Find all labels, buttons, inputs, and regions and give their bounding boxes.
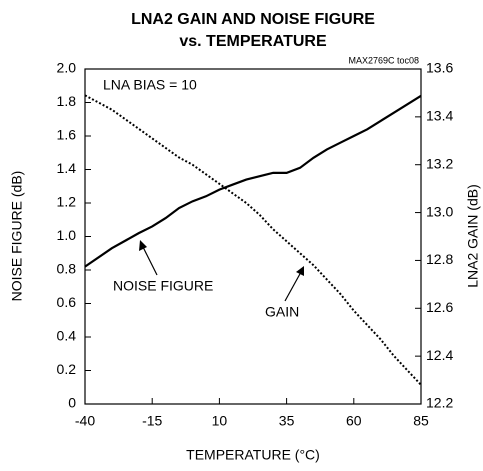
y2-tick-label: 13.4 [426, 108, 453, 124]
figure-id: MAX2769C toc08 [348, 55, 419, 65]
y-tick-label: 1.4 [57, 160, 77, 176]
y-tick-label: 1.6 [57, 127, 77, 143]
y-tick-label: 0.8 [57, 261, 77, 277]
plot-frame [84, 68, 422, 405]
series-label: GAIN [265, 304, 299, 320]
y-tick-label: 0.6 [57, 294, 77, 310]
y-tick-label: 0.2 [57, 361, 77, 377]
series-line [84, 94, 422, 268]
y-axis-label: NOISE FIGURE (dB) [9, 171, 25, 302]
x-tick-label: -15 [142, 413, 162, 429]
y2-tick-label: 12.6 [426, 299, 453, 315]
chart-title: LNA2 GAIN AND NOISE FIGURE [131, 11, 375, 28]
x-tick-label: -40 [75, 413, 95, 429]
y-tick-label: 0 [68, 395, 76, 411]
y2-tick-label: 13.2 [426, 155, 453, 171]
series-label: NOISE FIGURE [113, 278, 213, 294]
series-line [84, 94, 422, 386]
y2-axis-label: LNA2 GAIN (dB) [465, 184, 481, 287]
y-tick-label: 1.8 [57, 93, 77, 109]
x-tick-label: 85 [413, 413, 429, 429]
x-tick-label: 10 [212, 413, 228, 429]
y2-tick-label: 13.0 [426, 203, 453, 219]
arrow [141, 244, 158, 276]
y2-tick-label: 13.6 [426, 60, 453, 76]
annotation: LNA BIAS = 10 [103, 77, 197, 93]
y2-tick-label: 12.4 [426, 347, 453, 363]
y-tick-label: 0.4 [57, 328, 77, 344]
y2-tick-label: 12.8 [426, 251, 453, 267]
y-tick-label: 2.0 [57, 60, 77, 76]
x-tick-label: 60 [346, 413, 362, 429]
y-tick-label: 1.0 [57, 227, 77, 243]
y2-tick-label: 12.2 [426, 395, 453, 411]
x-axis-label: TEMPERATURE (°C) [186, 447, 320, 463]
arrowhead [296, 266, 304, 276]
chart-subtitle: vs. TEMPERATURE [179, 33, 327, 50]
y-tick-label: 1.2 [57, 194, 77, 210]
x-tick-label: 35 [279, 413, 295, 429]
arrow [284, 271, 302, 302]
arrowhead [139, 240, 147, 251]
